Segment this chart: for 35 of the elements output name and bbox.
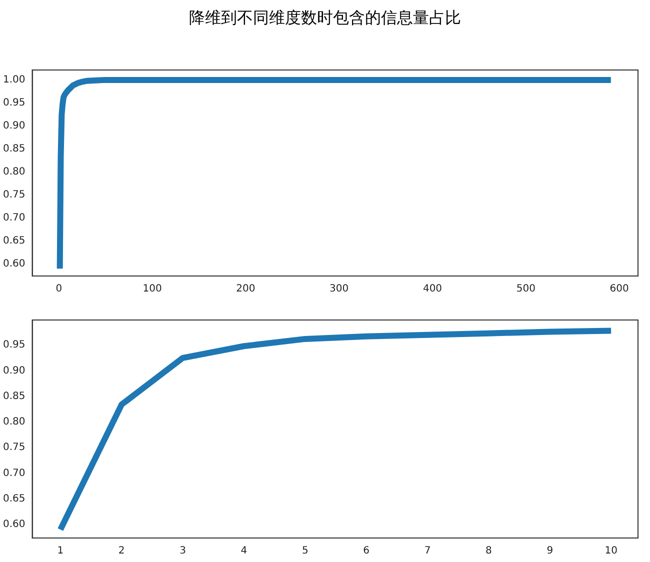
x-tick-label: 7: [424, 546, 431, 557]
x-tick-label: 1: [57, 546, 64, 557]
y-tick-label: 0.75: [3, 190, 26, 201]
x-tick-label: 10: [604, 546, 618, 557]
y-tick-label: 0.90: [3, 120, 26, 132]
y-tick-label: 0.95: [3, 340, 26, 351]
y-tick-label: 0.60: [3, 258, 26, 270]
chart-title: 降维到不同维度数时包含的信息量占比: [188, 7, 462, 29]
x-tick-label: 200: [236, 284, 256, 295]
x-tick-label: 300: [330, 284, 349, 295]
x-tick-label: 0: [56, 284, 62, 295]
x-tick-label: 2: [118, 546, 125, 557]
x-tick-label: 4: [240, 546, 248, 557]
y-tick-label: 0.75: [3, 442, 26, 454]
y-tick-label: 0.80: [3, 416, 26, 428]
y-tick-label: 0.85: [3, 144, 26, 155]
x-tick-label: 5: [302, 546, 308, 557]
x-tick-label: 100: [142, 284, 162, 295]
y-tick-label: 1.00: [3, 74, 26, 86]
y-tick-label: 0.65: [3, 493, 26, 504]
y-tick-label: 0.90: [3, 365, 26, 376]
x-tick-label: 8: [486, 546, 492, 557]
y-tick-label: 0.60: [3, 519, 26, 530]
y-tick-label: 0.95: [3, 98, 26, 109]
y-tick-label: 0.80: [3, 166, 26, 178]
x-tick-label: 6: [363, 546, 370, 557]
y-tick-label: 0.65: [3, 236, 26, 247]
x-tick-label: 9: [546, 546, 554, 557]
x-tick-label: 500: [516, 284, 536, 295]
x-tick-label: 3: [180, 546, 186, 557]
y-tick-label: 0.85: [3, 390, 26, 402]
x-tick-label: 600: [610, 284, 629, 295]
y-tick-label: 0.70: [3, 212, 26, 224]
x-tick-label: 400: [422, 284, 442, 295]
y-tick-label: 0.70: [3, 468, 26, 479]
